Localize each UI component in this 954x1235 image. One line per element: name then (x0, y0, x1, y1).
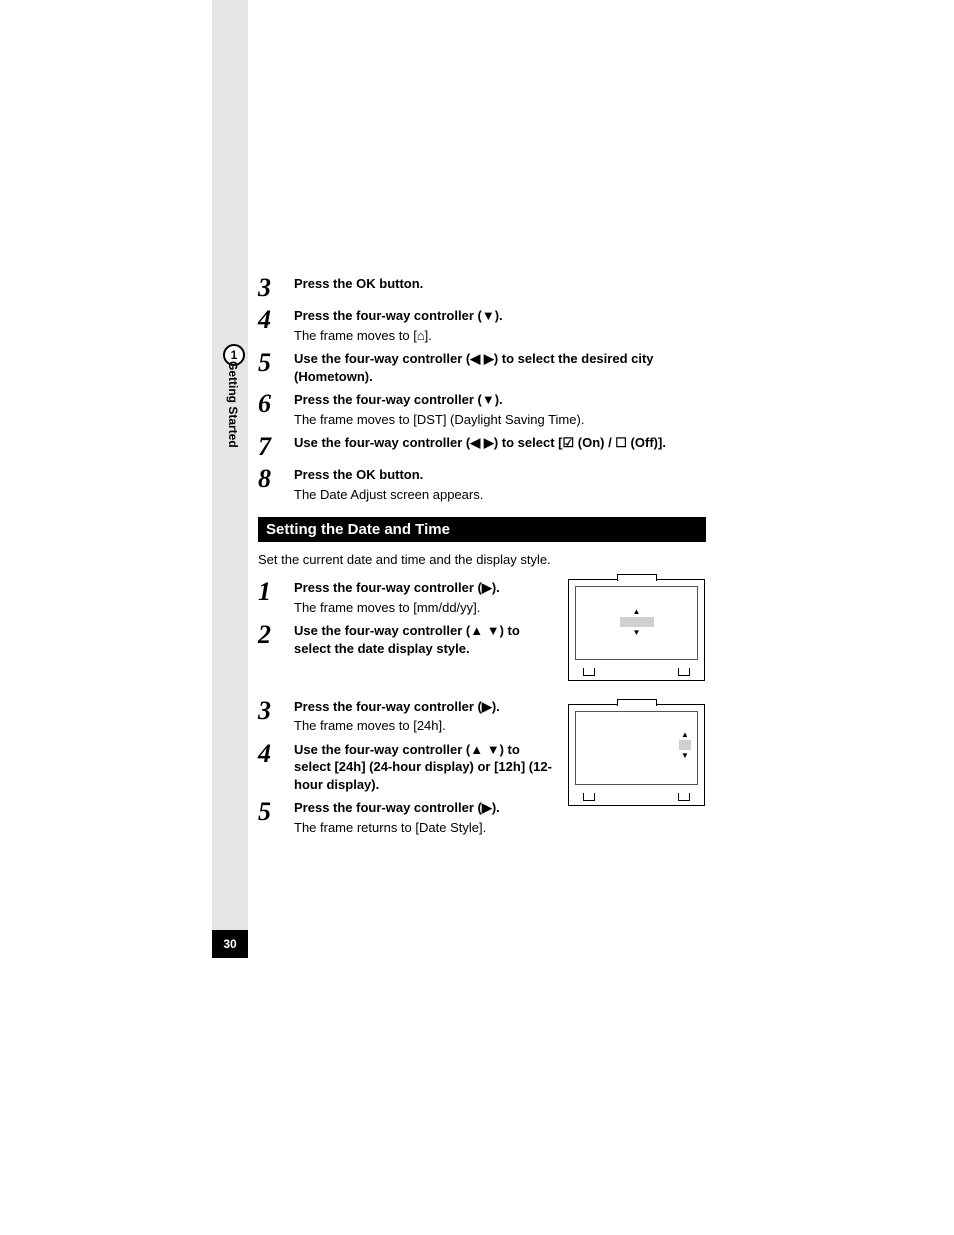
step-note: The frame returns to [Date Style]. (294, 819, 558, 837)
step-note: The frame moves to [24h]. (294, 717, 558, 735)
step-number: 3 (258, 698, 294, 735)
step-item: 3 Press the four-way controller (▶). The… (258, 698, 558, 735)
step-number: 3 (258, 275, 294, 301)
step-instruction: Use the four-way controller (◀ ▶) to sel… (294, 434, 706, 452)
page-content: 3 Press the OK button. 4 Press the four-… (258, 275, 706, 842)
step-item: 6 Press the four-way controller (▼). The… (258, 391, 706, 428)
lcd-inner: ▲ ▼ (575, 586, 698, 660)
step-note: The frame moves to [DST] (Daylight Savin… (294, 411, 706, 429)
step-item: 4 Press the four-way controller (▼). The… (258, 307, 706, 344)
lcd-diagram-2: ▲ ▼ (568, 704, 705, 806)
steps-with-figures: 1 Press the four-way controller (▶). The… (258, 579, 706, 836)
step-number: 4 (258, 741, 294, 794)
manual-page: 30 1 Getting Started 3 Press the OK butt… (0, 0, 954, 1235)
section-heading: Setting the Date and Time (258, 517, 706, 542)
foot-icon (583, 668, 595, 676)
highlight-bar (620, 617, 654, 627)
highlight-bar (679, 740, 691, 750)
lcd-tab-icon (617, 699, 657, 706)
steps-list-b: 1 Press the four-way controller (▶). The… (258, 579, 558, 836)
step-number: 8 (258, 466, 294, 503)
step-item: 5 Press the four-way controller (▶). The… (258, 799, 558, 836)
step-number: 5 (258, 350, 294, 385)
step-item: 2 Use the four-way controller (▲ ▼) to s… (258, 622, 558, 657)
step-instruction: Press the four-way controller (▼). (294, 307, 706, 325)
step-instruction: Press the four-way controller (▼). (294, 391, 706, 409)
step-item: 7 Use the four-way controller (◀ ▶) to s… (258, 434, 706, 460)
step-number: 2 (258, 622, 294, 657)
arrow-down-icon: ▼ (633, 628, 641, 637)
step-number: 6 (258, 391, 294, 428)
step-instruction: Use the four-way controller (▲ ▼) to sel… (294, 622, 558, 657)
arrow-up-icon: ▲ (681, 730, 689, 739)
step-number: 4 (258, 307, 294, 344)
step-item: 3 Press the OK button. (258, 275, 706, 301)
arrow-down-icon: ▼ (681, 751, 689, 760)
step-note: The Date Adjust screen appears. (294, 486, 706, 504)
lcd-inner: ▲ ▼ (575, 711, 698, 785)
step-instruction: Press the four-way controller (▶). (294, 799, 558, 817)
step-note: The frame moves to [mm/dd/yy]. (294, 599, 558, 617)
selector-center: ▲ ▼ (620, 607, 654, 637)
foot-icon (678, 668, 690, 676)
step-item: 1 Press the four-way controller (▶). The… (258, 579, 558, 616)
step-number: 5 (258, 799, 294, 836)
step-number: 7 (258, 434, 294, 460)
section-intro: Set the current date and time and the di… (258, 552, 706, 567)
step-number: 1 (258, 579, 294, 616)
step-instruction: Press the OK button. (294, 466, 706, 484)
step-item: 4 Use the four-way controller (▲ ▼) to s… (258, 741, 558, 794)
selector-right: ▲ ▼ (679, 730, 691, 760)
lcd-diagram-1: ▲ ▼ (568, 579, 705, 681)
left-sidebar (212, 0, 248, 930)
foot-icon (583, 793, 595, 801)
step-instruction: Use the four-way controller (▲ ▼) to sel… (294, 741, 558, 794)
step-item: 8 Press the OK button. The Date Adjust s… (258, 466, 706, 503)
steps-list-a: 3 Press the OK button. 4 Press the four-… (258, 275, 706, 503)
step-item: 5 Use the four-way controller (◀ ▶) to s… (258, 350, 706, 385)
step-instruction: Press the four-way controller (▶). (294, 579, 558, 597)
step-instruction: Press the OK button. (294, 275, 706, 293)
lcd-tab-icon (617, 574, 657, 581)
step-instruction: Press the four-way controller (▶). (294, 698, 558, 716)
chapter-title-vertical: Getting Started (226, 361, 240, 448)
step-note: The frame moves to [⌂]. (294, 327, 706, 345)
page-number: 30 (212, 930, 248, 958)
arrow-up-icon: ▲ (633, 607, 641, 616)
foot-icon (678, 793, 690, 801)
step-instruction: Use the four-way controller (◀ ▶) to sel… (294, 350, 706, 385)
